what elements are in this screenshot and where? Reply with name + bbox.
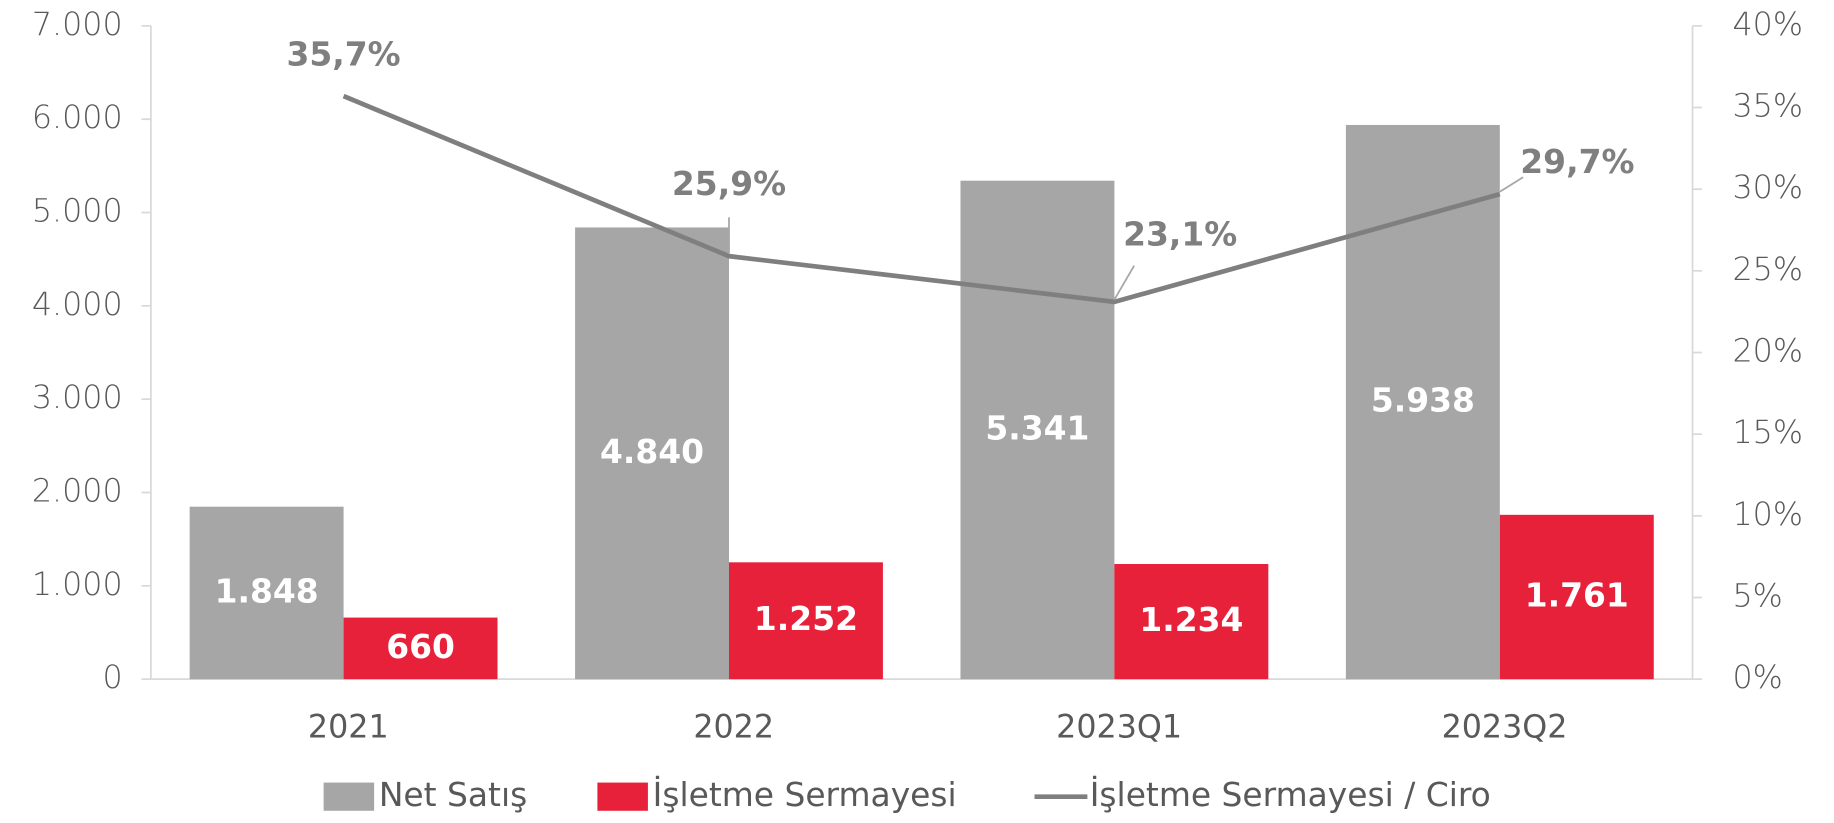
data-label: 4.840 <box>600 432 704 471</box>
y-tick-label: 1.000 <box>32 567 123 603</box>
y-tick-label: 7.000 <box>32 7 123 43</box>
bar <box>1499 514 1654 680</box>
bar <box>960 180 1115 680</box>
data-label: 29,7% <box>1520 142 1634 181</box>
y2-tick-label: 40% <box>1732 7 1803 43</box>
bar <box>343 617 498 680</box>
bar <box>728 562 883 680</box>
y-tick-label: 3.000 <box>32 380 123 416</box>
leader-line <box>1499 176 1524 193</box>
bar <box>575 227 729 680</box>
legend-swatch <box>323 782 375 811</box>
x-tick-label: 2023Q1 <box>1056 710 1182 746</box>
data-label: 1.234 <box>1139 600 1243 639</box>
y2-tick-label: 30% <box>1732 170 1803 206</box>
bar <box>189 506 344 680</box>
legend-label: Net Satış <box>379 775 527 814</box>
data-label: 5.341 <box>985 408 1089 447</box>
legend-label: İşletme Sermayesi / Ciro <box>1090 775 1491 814</box>
data-label: 1.848 <box>215 571 319 610</box>
y2-tick-label: 10% <box>1732 497 1803 533</box>
legend-swatch <box>597 782 648 811</box>
leader-line <box>1113 265 1135 300</box>
y-tick-label: 2.000 <box>32 474 123 510</box>
legend-label: İşletme Sermayesi <box>653 775 957 814</box>
y-tick-label: 6.000 <box>32 100 123 136</box>
x-tick-label: 2023Q2 <box>1442 710 1568 746</box>
data-label: 1.252 <box>754 599 858 638</box>
line <box>342 93 1501 305</box>
y2-tick-label: 15% <box>1732 415 1803 451</box>
y2-tick-label: 0% <box>1732 660 1782 696</box>
y2-tick-label: 5% <box>1732 579 1782 615</box>
x-tick-label: 2022 <box>693 710 774 746</box>
data-label: 23,1% <box>1123 215 1237 254</box>
data-label: 1.761 <box>1525 575 1629 614</box>
bar <box>1114 563 1269 680</box>
y-tick-label: 4.000 <box>32 287 123 323</box>
y-tick-label: 0 <box>102 660 122 696</box>
x-tick-label: 2021 <box>308 710 389 746</box>
data-label: 660 <box>386 627 455 666</box>
data-label: 5.938 <box>1371 381 1475 420</box>
data-label: 25,9% <box>672 164 786 203</box>
y2-tick-label: 25% <box>1732 252 1803 288</box>
y2-tick-label: 35% <box>1732 89 1803 125</box>
y-tick-label: 5.000 <box>32 194 123 230</box>
data-label: 35,7% <box>287 35 401 74</box>
y2-tick-label: 20% <box>1732 334 1803 370</box>
